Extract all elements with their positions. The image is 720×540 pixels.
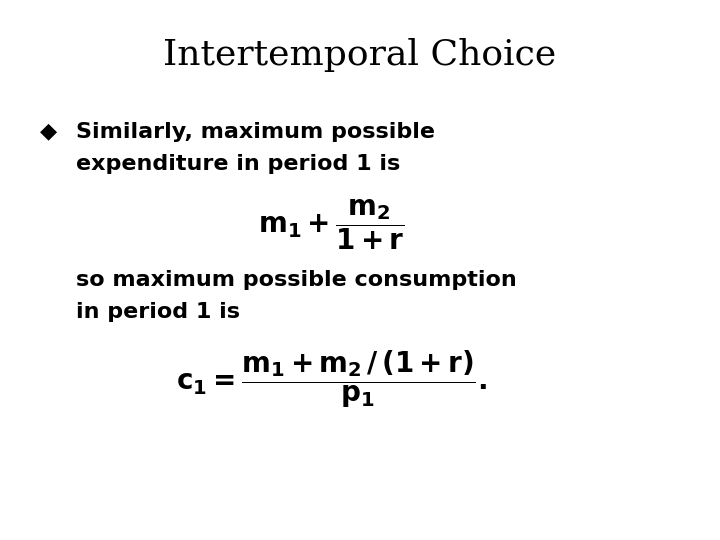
Text: so maximum possible consumption: so maximum possible consumption (76, 270, 516, 290)
Text: in period 1 is: in period 1 is (76, 302, 240, 322)
Text: expenditure in period 1 is: expenditure in period 1 is (76, 154, 400, 174)
Text: Intertemporal Choice: Intertemporal Choice (163, 38, 557, 72)
Text: ◆: ◆ (40, 122, 57, 141)
Text: Similarly, maximum possible: Similarly, maximum possible (76, 122, 435, 141)
Text: $\mathbf{c_1 = \dfrac{m_1 + m_2\,/\,(1+r)}{p_1}.}$: $\mathbf{c_1 = \dfrac{m_1 + m_2\,/\,(1+r… (176, 348, 487, 410)
Text: $\mathbf{m_1 + \dfrac{m_2}{1+r}}$: $\mathbf{m_1 + \dfrac{m_2}{1+r}}$ (258, 197, 405, 252)
